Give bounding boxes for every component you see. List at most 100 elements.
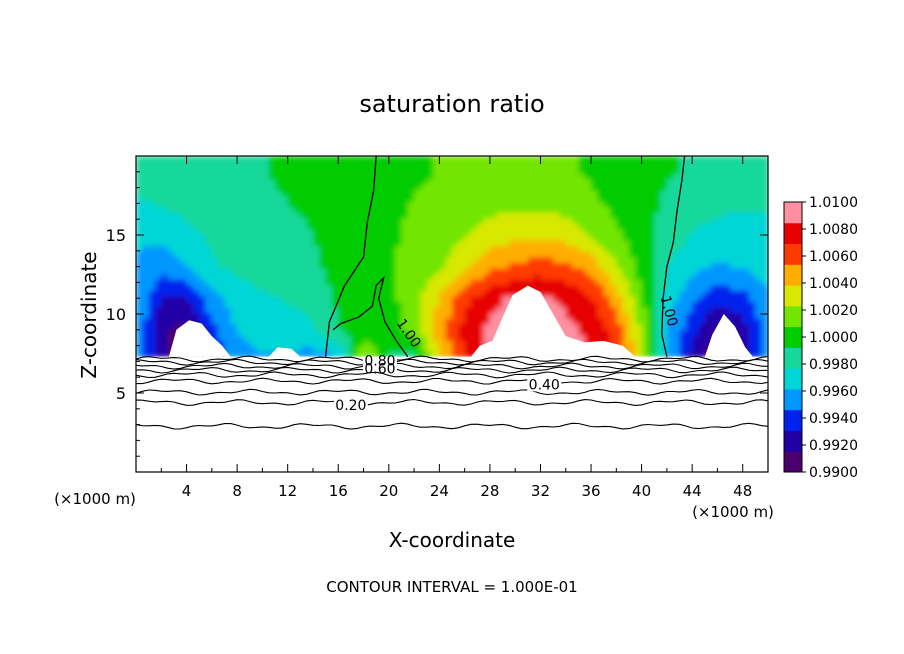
field-cell bbox=[458, 295, 466, 302]
field-cell bbox=[433, 167, 441, 174]
field-cell bbox=[730, 189, 738, 197]
field-cell bbox=[161, 245, 169, 252]
field-cell bbox=[515, 189, 523, 197]
field-cell bbox=[218, 339, 226, 347]
field-cell bbox=[704, 273, 713, 280]
field-cell bbox=[325, 245, 333, 252]
field-cell bbox=[249, 284, 258, 291]
field-cell bbox=[420, 250, 428, 258]
field-cell bbox=[237, 323, 245, 330]
field-cell bbox=[685, 211, 694, 219]
field-cell bbox=[426, 306, 435, 314]
field-cell bbox=[540, 195, 548, 202]
field-cell bbox=[489, 172, 498, 180]
field-cell bbox=[249, 245, 258, 252]
field-cell bbox=[205, 156, 213, 163]
field-cell bbox=[584, 161, 593, 169]
field-cell bbox=[635, 206, 643, 213]
field-cell bbox=[546, 273, 555, 280]
field-cell bbox=[388, 167, 397, 174]
field-cell bbox=[597, 267, 605, 275]
field-cell bbox=[572, 300, 580, 308]
field-cell bbox=[167, 167, 175, 174]
field-cell bbox=[527, 234, 536, 241]
field-cell bbox=[578, 273, 586, 280]
field-cell bbox=[452, 167, 460, 174]
field-cell bbox=[224, 345, 232, 353]
field-cell bbox=[572, 172, 580, 180]
field-cell bbox=[489, 334, 498, 341]
field-cell bbox=[350, 273, 359, 280]
field-cell bbox=[256, 228, 264, 236]
field-cell bbox=[698, 211, 706, 219]
field-cell bbox=[199, 278, 207, 286]
field-cell bbox=[578, 200, 586, 208]
field-cell bbox=[685, 189, 694, 197]
field-cell bbox=[325, 217, 333, 224]
field-cell bbox=[660, 334, 668, 341]
field-cell bbox=[755, 211, 763, 219]
field-cell bbox=[205, 211, 213, 219]
field-cell bbox=[761, 200, 768, 208]
field-cell bbox=[173, 295, 182, 302]
field-cell bbox=[136, 156, 144, 163]
field-cell bbox=[559, 245, 567, 252]
field-cell bbox=[704, 261, 713, 269]
field-cell bbox=[306, 245, 314, 252]
field-cell bbox=[173, 284, 182, 291]
field-cell bbox=[136, 267, 144, 275]
field-cell bbox=[256, 239, 264, 247]
field-cell bbox=[199, 317, 207, 325]
field-cell bbox=[452, 239, 460, 247]
field-cell bbox=[376, 189, 384, 197]
field-cell bbox=[666, 195, 675, 202]
x-axis-ticks: 4 8 12 16 20 24 28 32 36 40 44 48 bbox=[160, 156, 752, 500]
field-cell bbox=[199, 306, 207, 314]
field-cell bbox=[148, 289, 156, 297]
field-cell bbox=[654, 183, 662, 191]
field-cell bbox=[489, 178, 498, 185]
field-cell bbox=[749, 256, 757, 263]
field-cell bbox=[363, 256, 371, 263]
field-cell bbox=[692, 306, 700, 314]
field-cell bbox=[565, 178, 574, 185]
field-cell bbox=[616, 228, 624, 236]
field-cell bbox=[281, 195, 289, 202]
field-cell bbox=[647, 200, 656, 208]
field-cell bbox=[527, 183, 536, 191]
field-cell bbox=[433, 189, 441, 197]
field-cell bbox=[477, 183, 485, 191]
field-cell bbox=[325, 178, 333, 185]
field-cell bbox=[470, 234, 479, 241]
field-cell bbox=[148, 211, 156, 219]
field-cell bbox=[591, 228, 599, 236]
field-cell bbox=[433, 161, 441, 169]
field-cell bbox=[376, 195, 384, 202]
field-cell bbox=[211, 256, 220, 263]
colorbar-swatch bbox=[784, 285, 802, 307]
field-cell bbox=[698, 273, 706, 280]
field-cell bbox=[540, 178, 548, 185]
field-cell bbox=[344, 323, 352, 330]
field-cell bbox=[483, 245, 491, 252]
field-cell bbox=[749, 323, 757, 330]
field-cell bbox=[736, 178, 744, 185]
field-cell bbox=[470, 284, 479, 291]
field-cell bbox=[325, 334, 333, 341]
field-cell bbox=[300, 245, 308, 252]
field-cell bbox=[350, 156, 359, 163]
field-cell bbox=[192, 167, 201, 174]
field-cell bbox=[369, 312, 378, 319]
field-cell bbox=[742, 250, 751, 258]
field-cell bbox=[565, 195, 574, 202]
field-cell bbox=[338, 312, 346, 319]
field-cell bbox=[294, 167, 302, 174]
field-cell bbox=[136, 250, 144, 258]
field-cell bbox=[382, 178, 390, 185]
field-cell bbox=[300, 273, 308, 280]
field-cell bbox=[180, 250, 188, 258]
field-cell bbox=[591, 206, 599, 213]
field-cell bbox=[439, 328, 447, 336]
field-cell bbox=[325, 345, 333, 353]
field-cell bbox=[211, 273, 220, 280]
